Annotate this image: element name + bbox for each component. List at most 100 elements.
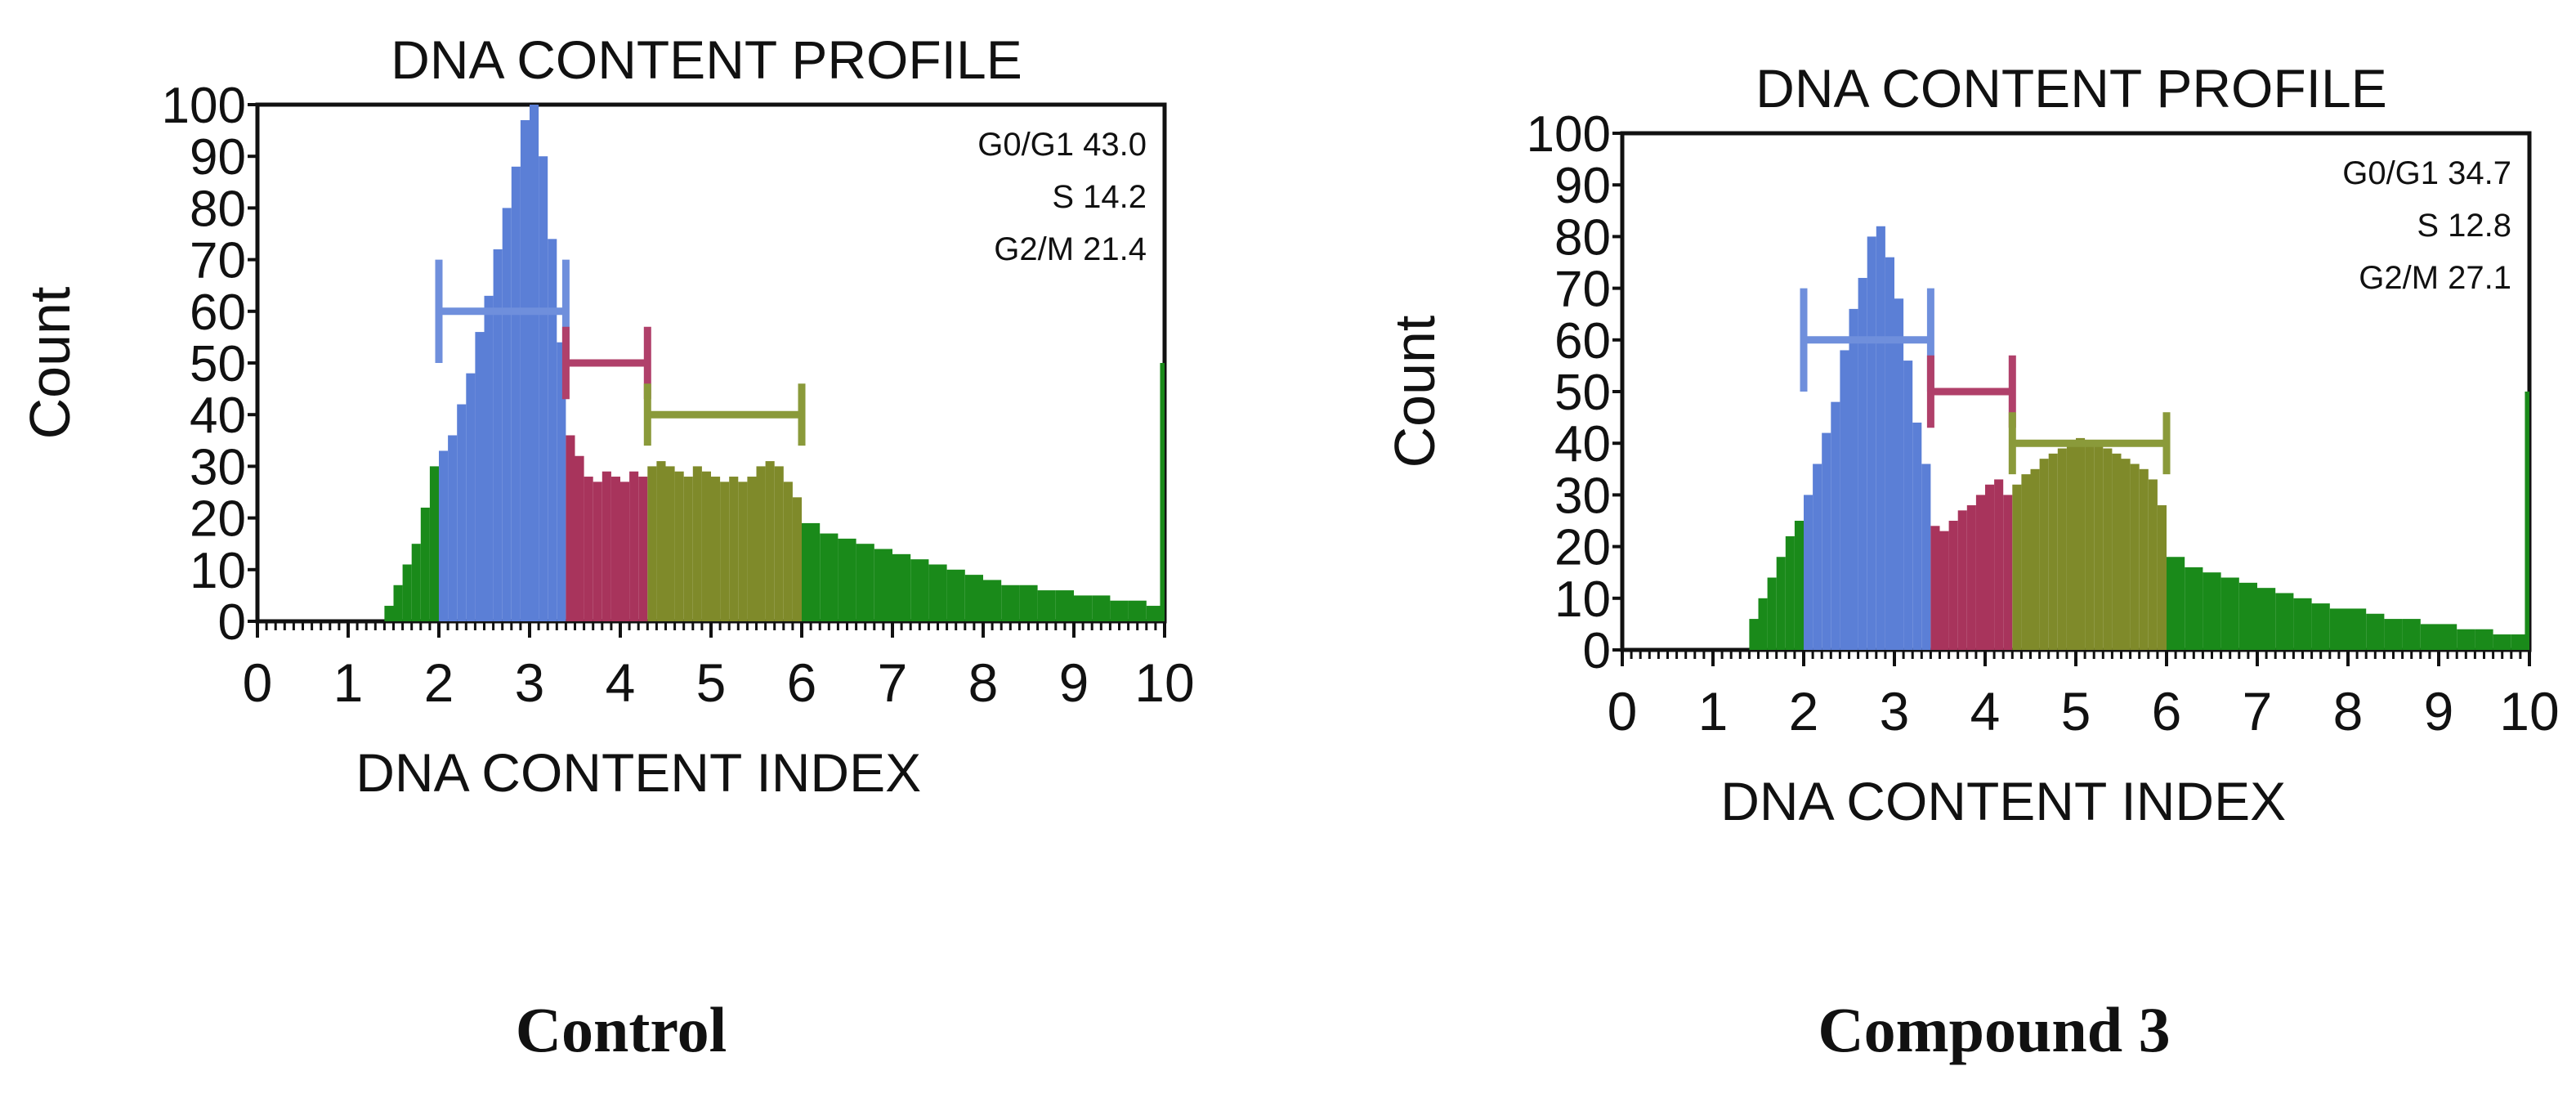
histogram-bar-s (2003, 495, 2013, 650)
histogram-bar-s (620, 482, 630, 621)
x-tick-label: 1 (1698, 681, 1729, 741)
histogram-bar-g2m (674, 471, 684, 621)
histogram-bar-background (411, 544, 421, 621)
histogram-bar-g2m (792, 497, 802, 621)
histogram-bar-background (2311, 603, 2330, 650)
histogram-bar-g0g1 (520, 119, 530, 621)
y-tick-label: 70 (1554, 262, 1611, 318)
y-axis-label: Count (18, 287, 82, 440)
y-tick-label: 10 (190, 543, 246, 599)
chart-title: DNA CONTENT PROFILE (391, 29, 1022, 90)
histogram-bar-g2m (2057, 448, 2067, 650)
x-tick-label: 10 (1134, 652, 1194, 713)
phase-stat-label: G2/M 21.4 (994, 231, 1147, 267)
histogram-bar-g2m (2048, 453, 2058, 650)
x-tick-label: 10 (2499, 681, 2559, 741)
histogram-bar-s (575, 455, 584, 621)
x-tick-label: 8 (2333, 681, 2364, 741)
phase-stat-label: G0/G1 34.7 (2342, 155, 2511, 191)
histogram-bar-g0g1 (1894, 298, 1904, 650)
histogram-bar-g2m (765, 461, 775, 621)
histogram-bar-s (602, 471, 611, 621)
histogram-bar-g0g1 (1921, 464, 1931, 650)
control-caption: Control (515, 994, 727, 1065)
histogram-bar-background (2238, 582, 2257, 650)
histogram-bar-background (838, 538, 856, 621)
y-tick-label: 40 (1554, 416, 1611, 473)
histogram-bar-s (1966, 505, 1976, 650)
x-tick-label: 5 (696, 652, 727, 713)
histogram-bar-s (1930, 526, 1940, 650)
x-tick-label: 1 (333, 652, 364, 713)
histogram-bar-background (2348, 608, 2367, 650)
phase-stat-label: S 14.2 (1052, 179, 1147, 215)
histogram-bar-g2m (2121, 459, 2131, 650)
histogram-bar-g0g1 (484, 295, 494, 621)
histogram-bar-background (2402, 619, 2421, 650)
histogram-bar-g2m (2157, 505, 2167, 650)
y-tick-label: 80 (1554, 209, 1611, 266)
y-tick-label: 40 (190, 387, 246, 444)
x-tick-label: 3 (1880, 681, 1910, 741)
x-tick-label: 3 (515, 652, 545, 713)
histogram-bar-g2m (683, 477, 693, 621)
y-tick-label: 100 (1527, 106, 1611, 163)
histogram-bar-background (1074, 595, 1093, 621)
y-tick-label: 70 (190, 233, 246, 289)
x-tick-label: 2 (424, 652, 454, 713)
x-tick-label: 9 (2424, 681, 2454, 741)
y-axis-label: Count (1383, 316, 1447, 468)
histogram-bar-s (1948, 521, 1958, 650)
x-tick-label: 4 (1970, 681, 2001, 741)
histogram-bar-g0g1 (1822, 432, 1831, 650)
histogram-bar-background (1776, 557, 1786, 650)
histogram-bar-background (892, 553, 911, 621)
phase-stat-label: G0/G1 43.0 (977, 127, 1147, 163)
histogram-bar-g2m (2112, 453, 2122, 650)
histogram-bar-background (1794, 521, 1804, 650)
histogram-bar-g2m (2139, 468, 2149, 650)
histogram-bar-g0g1 (1885, 257, 1894, 650)
histogram-bar-background (2329, 608, 2348, 650)
histogram-bar-background (1749, 619, 1759, 650)
histogram-bar-g2m (720, 482, 730, 621)
histogram-bar-s (1994, 479, 2004, 650)
histogram-bar-background (2257, 588, 2276, 650)
x-tick-label: 7 (2243, 681, 2273, 741)
histogram-bar-g2m (2021, 474, 2031, 650)
histogram-bar-background (1092, 595, 1111, 621)
histogram-bar-s (629, 471, 639, 621)
y-tick-label: 60 (1554, 313, 1611, 370)
histogram-bar-background (1037, 590, 1056, 621)
x-tick-label: 5 (2061, 681, 2091, 741)
histogram-bar-g0g1 (1849, 308, 1858, 650)
histogram-bar-background (420, 507, 430, 621)
histogram-bar-background (928, 564, 947, 621)
y-tick-label: 80 (190, 181, 246, 237)
histogram-bar-background (856, 544, 874, 621)
histogram-bar-background (1055, 590, 1074, 621)
y-tick-label: 50 (1554, 365, 1611, 421)
histogram-bar-g0g1 (1858, 277, 1867, 650)
histogram-bar-g0g1 (539, 156, 548, 621)
histogram-bar-g2m (738, 482, 748, 621)
histogram-bar-background (393, 585, 403, 621)
phase-stat-label: S 12.8 (2417, 208, 2511, 244)
x-tick-label: 7 (878, 652, 908, 713)
histogram-bar-g0g1 (1831, 401, 1840, 650)
y-tick-label: 30 (190, 439, 246, 495)
histogram-bar-background (2493, 634, 2511, 650)
histogram-bar-background (2439, 624, 2457, 650)
histogram-bar-g0g1 (439, 450, 449, 621)
histogram-bar-s (584, 477, 593, 621)
histogram-bar-g2m (711, 477, 721, 621)
phase-stat-label: G2/M 27.1 (2359, 260, 2511, 296)
histogram-bar-s (1985, 484, 1995, 650)
histogram-bar-background (802, 522, 821, 621)
compound-3-caption: Compound 3 (1818, 994, 2171, 1065)
histogram-bar-g2m (2012, 484, 2022, 650)
histogram-bar-g2m (729, 477, 739, 621)
